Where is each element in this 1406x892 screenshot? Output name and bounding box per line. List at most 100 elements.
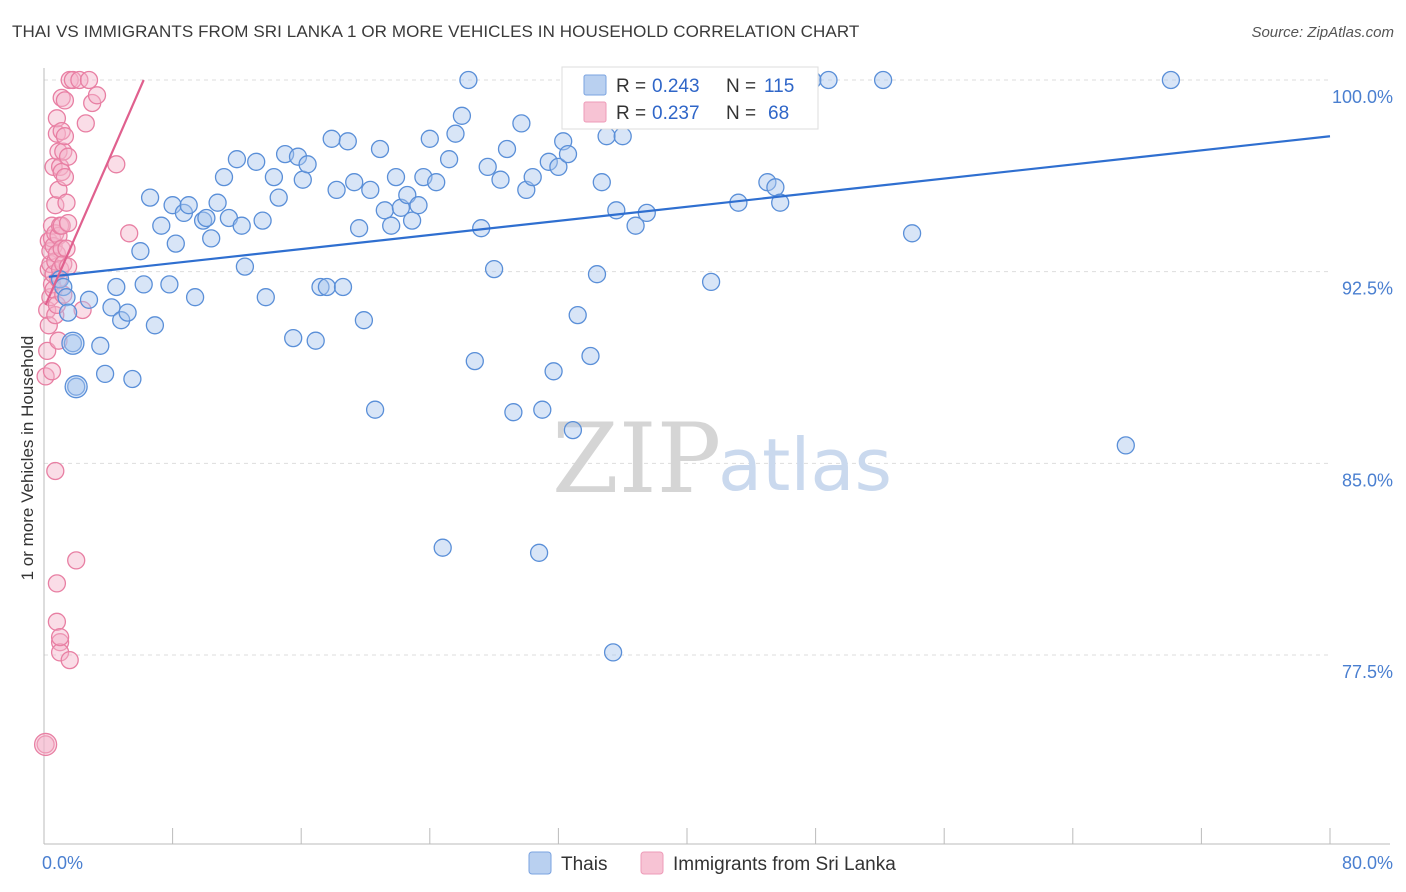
legend-sri-lanka-label: Immigrants from Sri Lanka <box>673 854 896 875</box>
thais-point-53 <box>354 311 374 330</box>
legend-r-label-1: R = <box>616 76 646 97</box>
thais-point-88 <box>558 144 578 164</box>
sri-lanka-point-50 <box>55 167 75 187</box>
legend-r-value-1: 0.243 <box>652 76 700 97</box>
thais-point-71 <box>459 70 478 90</box>
thais-point-92 <box>581 346 600 366</box>
thais-point-89 <box>563 420 583 440</box>
sri-lanka-point-53 <box>58 213 78 233</box>
thais-point-106 <box>766 178 785 197</box>
thais-point-31 <box>227 150 247 169</box>
thais-point-111 <box>873 70 893 90</box>
thais-point-77 <box>497 139 517 159</box>
sri-lanka-point-6 <box>39 316 58 335</box>
axes <box>43 68 1390 845</box>
sri-lanka-point-42 <box>52 162 71 182</box>
thais-point-78 <box>504 403 523 422</box>
thais-point-113 <box>1116 436 1135 455</box>
thais-point-55 <box>365 400 385 419</box>
thais-point-96 <box>603 643 623 662</box>
thais-point-62 <box>402 211 422 230</box>
thais-point-29 <box>214 167 234 187</box>
sri-lanka-point-41 <box>52 121 71 141</box>
thais-point-48 <box>327 180 346 200</box>
thais-point-112 <box>902 224 922 243</box>
thais-point-25 <box>193 211 213 230</box>
thais-point-98 <box>613 127 632 146</box>
legend-swatch-thais <box>583 74 607 96</box>
thais-point-5 <box>67 377 86 396</box>
thais-point-27 <box>202 229 221 248</box>
thais-point-75 <box>484 259 504 279</box>
sri-lanka-point-63 <box>79 70 99 90</box>
thais-point-17 <box>145 316 165 335</box>
legend-n-label-1: N = <box>726 76 756 97</box>
y-tick-label-2: 92.5% <box>1342 279 1393 299</box>
thais-point-63 <box>409 196 428 215</box>
legend-n-value-1: 115 <box>764 76 794 97</box>
thais-point-110 <box>819 70 838 90</box>
legend-sri-lanka-swatch <box>640 851 664 875</box>
legend-thais-swatch <box>528 851 552 875</box>
thais-point-81 <box>523 167 542 187</box>
thais-point-83 <box>533 400 552 419</box>
thais-point-59 <box>386 167 406 187</box>
sri-lanka-point-47 <box>54 285 73 304</box>
sri-lanka-point-59 <box>67 551 86 570</box>
x-tick-labels: 0.0% 80.0% <box>42 853 1393 873</box>
thais-point-50 <box>338 132 357 151</box>
thais-point-65 <box>420 129 439 148</box>
thais-point-34 <box>247 152 266 171</box>
thais-point-69 <box>446 124 465 143</box>
thais-point-52 <box>349 219 369 238</box>
thais-point-2 <box>57 288 76 307</box>
trend-lines <box>44 79 1331 306</box>
thais-point-82 <box>529 543 549 562</box>
thais-point-107 <box>771 193 790 212</box>
thais-point-85 <box>544 362 563 381</box>
thais-point-4 <box>63 334 83 353</box>
legend-n-value-2: 68 <box>768 103 789 124</box>
legend-r-value-2: 0.237 <box>652 103 700 124</box>
thais-point-8 <box>95 364 115 384</box>
legend-r-label-2: R = <box>616 103 646 124</box>
thais-point-7 <box>91 336 110 355</box>
thais-point-68 <box>439 150 459 169</box>
thais-point-9 <box>102 298 121 317</box>
thais-point-72 <box>465 351 484 371</box>
thais-point-16 <box>140 188 160 207</box>
y-tick-label-3: 100.0% <box>1332 87 1393 107</box>
watermark-atlas: atlas <box>718 423 892 507</box>
thais-point-14 <box>131 242 150 261</box>
thais-point-35 <box>253 211 272 230</box>
legend-swatch-sri-lanka <box>583 101 607 123</box>
series-sri-lanka-points <box>33 70 139 757</box>
thais-point-large-1 <box>64 375 88 399</box>
thais-point-19 <box>160 275 179 294</box>
sri-lanka-point-0 <box>36 735 55 754</box>
sri-lanka-point-27 <box>47 574 67 593</box>
sri-lanka-point-57 <box>60 650 79 670</box>
thais-point-24 <box>185 288 205 307</box>
thais-point-38 <box>269 188 288 207</box>
thais-point-large-0 <box>61 331 85 355</box>
thais-point-12 <box>118 303 137 322</box>
thais-point-95 <box>597 127 616 146</box>
sri-lanka-point-2 <box>38 341 57 361</box>
sri-lanka-point-61 <box>73 300 92 320</box>
thais-point-99 <box>626 216 645 235</box>
thais-point-46 <box>317 277 337 297</box>
thais-point-44 <box>306 331 325 350</box>
sri-lanka-point-52 <box>57 193 76 212</box>
x-tick-label-0: 0.0% <box>42 853 83 873</box>
correlation-legend: R = 0.243 N = 115 R = 0.237 N = 68 <box>561 66 819 130</box>
thais-point-23 <box>179 196 198 215</box>
sri-lanka-point-37 <box>50 633 70 652</box>
thais-point-37 <box>264 167 284 187</box>
watermark: ZIP atlas <box>552 403 892 515</box>
sri-lanka-point-large-0 <box>33 732 58 757</box>
sri-lanka-point-48 <box>55 91 75 110</box>
y-axis-title: 1 or more Vehicles in Household <box>18 336 37 581</box>
sri-lanka-point-13 <box>42 362 62 381</box>
thais-point-36 <box>256 288 275 307</box>
